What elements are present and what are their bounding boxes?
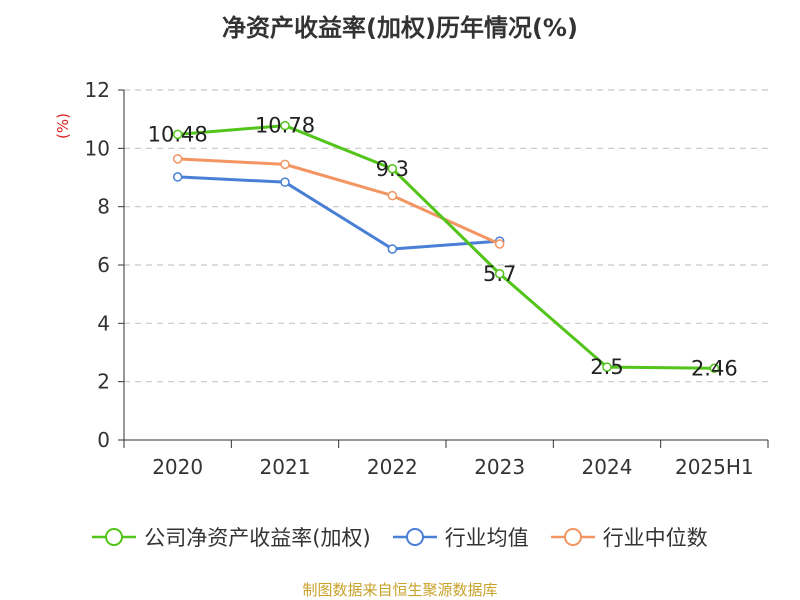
y-tick-label: 0	[97, 428, 110, 452]
data-point	[387, 190, 398, 201]
y-tick-label: 6	[97, 253, 110, 277]
legend-label: 公司净资产收益率(加权)	[144, 526, 371, 550]
data-label: 2.5	[590, 355, 623, 379]
x-tick-label: 2024	[582, 455, 633, 479]
legend-item[interactable]: 行业均值	[392, 522, 529, 552]
series-lines	[172, 120, 720, 373]
data-point	[494, 239, 505, 249]
x-tick-label: 2023	[474, 455, 525, 479]
data-point	[172, 129, 183, 140]
legend-label: 行业中位数	[602, 526, 708, 550]
data-point	[387, 164, 398, 174]
legend-marker-icon	[550, 528, 595, 546]
series-line	[177, 157, 501, 246]
x-tick-label: 2021	[260, 455, 311, 479]
data-point	[280, 177, 290, 187]
legend-marker-icon	[392, 528, 437, 546]
y-axis-label: (%)	[54, 113, 72, 139]
data-label: 2.46	[691, 356, 738, 380]
data-point	[172, 172, 183, 182]
data-point	[387, 244, 398, 254]
data-labels: 10.48 10.78 9.3 5.7 2.5 2.46	[148, 114, 738, 381]
x-tick-label: 2022	[367, 455, 418, 479]
legend-item[interactable]: 公司净资产收益率(加权)	[92, 522, 371, 552]
data-label: 10.78	[255, 114, 315, 138]
data-label: 5.7	[483, 262, 516, 286]
x-tick-label: 2025H1	[675, 455, 754, 479]
source-note: 制图数据来自恒生聚源数据库	[302, 581, 498, 599]
x-tick-label: 2020	[152, 455, 203, 479]
legend: 公司净资产收益率(加权) 行业均值 行业中位数	[0, 522, 800, 552]
y-tick-label: 2	[97, 370, 110, 394]
data-point	[709, 363, 720, 373]
series-line	[177, 124, 715, 370]
chart-title: 净资产收益率(加权)历年情况(%)	[222, 14, 578, 42]
legend-label: 行业均值	[444, 526, 529, 550]
data-point	[602, 362, 612, 372]
data-point	[494, 269, 505, 279]
y-tick-label: 4	[97, 311, 110, 335]
data-label: 9.3	[376, 157, 409, 181]
y-tick-label: 8	[97, 195, 110, 219]
series-line	[177, 175, 500, 251]
y-tick-label: 12	[85, 78, 110, 102]
axes: 0 2 4 6 8 10 12 2020 2021 2022 2023 2024 2025H1	[85, 78, 769, 479]
data-label: 10.48	[148, 122, 208, 146]
data-point	[172, 154, 183, 164]
y-tick-label: 10	[85, 136, 110, 160]
legend-item[interactable]: 行业中位数	[550, 522, 708, 552]
grid-lines	[124, 89, 768, 383]
legend-marker-icon	[92, 528, 137, 546]
data-point	[280, 159, 290, 170]
data-point	[280, 120, 290, 131]
